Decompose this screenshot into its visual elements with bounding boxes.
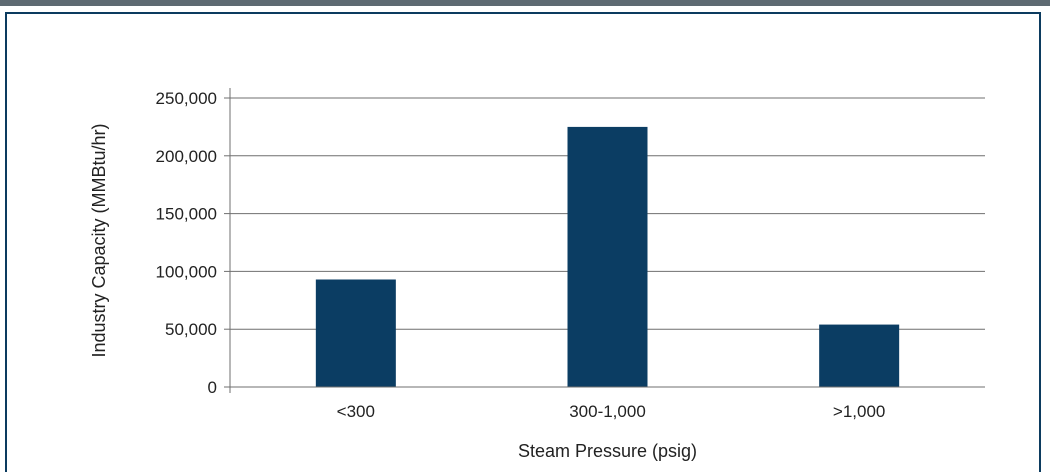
- y-tick-label: 50,000: [165, 320, 217, 339]
- x-tick-label: >1,000: [833, 402, 885, 421]
- figure-frame: [5, 12, 1041, 472]
- x-tick-label: <300: [337, 402, 375, 421]
- bar: [315, 279, 396, 387]
- y-tick-label: 150,000: [156, 205, 217, 224]
- bar: [819, 324, 900, 387]
- y-tick-label: 200,000: [156, 147, 217, 166]
- x-tick-label: 300-1,000: [569, 402, 646, 421]
- y-tick-labels: 0 50,000 100,000 150,000 200,000 250,000: [156, 89, 217, 397]
- y-tick-label: 100,000: [156, 262, 217, 281]
- y-tick-label: 0: [208, 378, 217, 397]
- top-banner-bar: [0, 0, 1050, 6]
- y-axis-title: Industry Capacity (MMBtu/hr): [89, 123, 109, 357]
- bar: [567, 126, 648, 388]
- bars: [315, 126, 900, 388]
- x-tick-labels: <300 300-1,000 >1,000: [337, 402, 886, 421]
- axes: [224, 88, 985, 393]
- y-tick-label: 250,000: [156, 89, 217, 108]
- x-axis-title: Steam Pressure (psig): [518, 441, 697, 461]
